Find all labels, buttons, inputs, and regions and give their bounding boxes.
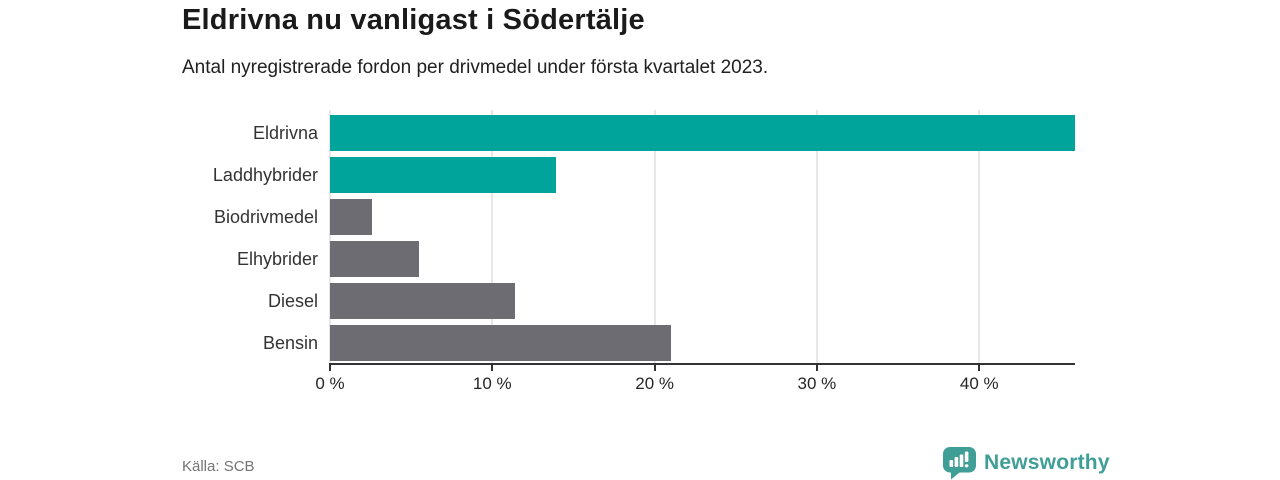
gridline-30 [815, 110, 818, 363]
gridline-10 [491, 110, 494, 363]
gridline-20 [653, 110, 656, 363]
newsworthy-logo-icon [943, 447, 976, 480]
brand-footer: Newsworthy [941, 446, 1110, 480]
brand-name: Newsworthy [984, 451, 1110, 474]
category-label-diesel: Diesel [267, 291, 318, 311]
category-label-bensin: Bensin [262, 333, 318, 353]
category-label-eldrivna: Eldrivna [252, 123, 318, 143]
bar-laddhybrider [330, 157, 556, 193]
gridline-0 [329, 110, 331, 363]
chart-title: Eldrivna nu vanligast i Södertälje [182, 4, 645, 36]
tick-label-30: 30 % [797, 374, 837, 393]
tick-label-0: 0 % [315, 374, 345, 393]
category-labels: Eldrivna Laddhybrider Biodrivmedel Elhybrid… [0, 110, 318, 363]
tick-label-20: 20 % [635, 374, 674, 393]
bar-biodrivmedel [330, 199, 373, 235]
gridline-40 [978, 110, 981, 363]
category-label-elhybrider: Elhybrider [236, 249, 318, 269]
plot-area [329, 110, 1075, 365]
tick-label-40: 40 % [959, 374, 999, 393]
bar-elhybrider [330, 241, 420, 277]
bar-bensin [330, 325, 671, 361]
category-label-biodrivmedel: Biodrivmedel [213, 207, 318, 227]
bar-eldrivna [330, 115, 1075, 151]
source-note: Källa: SCB [182, 458, 255, 475]
chart-subtitle: Antal nyregistrerade fordon per drivmede… [182, 57, 769, 78]
tick-label-10: 10 % [472, 374, 512, 393]
category-label-laddhybrider: Laddhybrider [212, 165, 318, 185]
bar-diesel [330, 283, 516, 319]
